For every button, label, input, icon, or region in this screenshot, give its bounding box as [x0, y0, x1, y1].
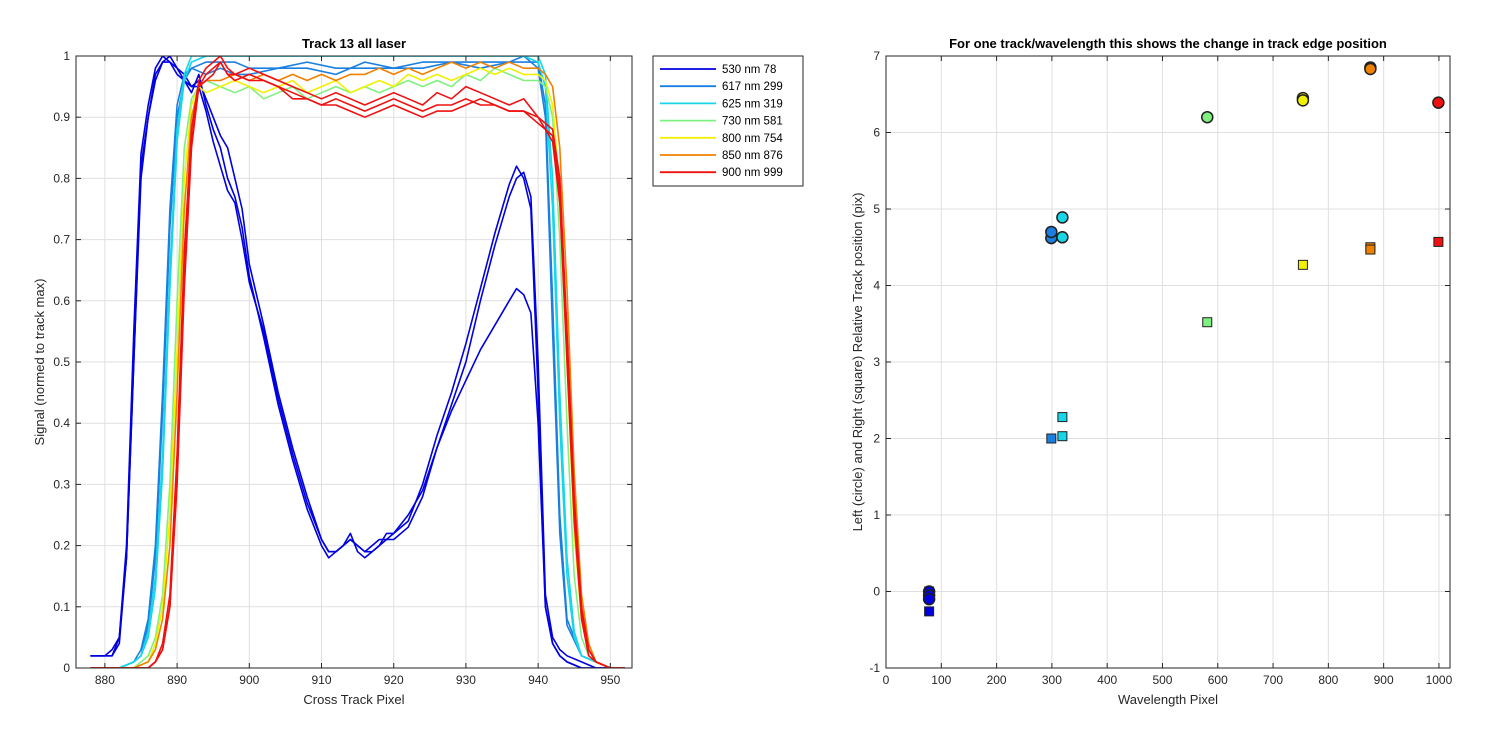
x-tick-label: 300	[1042, 673, 1062, 687]
x-tick-label: 950	[600, 673, 620, 687]
left-edge-circle-marker	[1201, 110, 1214, 124]
y-tick-label: 0	[873, 585, 880, 599]
left-edge-circle-marker	[1056, 231, 1069, 244]
x-tick-label: 100	[931, 673, 951, 687]
y-tick-label: 0.2	[53, 539, 70, 553]
edge-position-chart: 0 100 200 300 400 500 600 700 800 900 1000-1012345…	[850, 36, 1453, 707]
right-edge-square-marker	[1365, 244, 1376, 255]
y-tick-label: 0.5	[53, 355, 70, 369]
y-tick-label: 0.8	[53, 171, 70, 185]
y-tick-label: 0.3	[53, 477, 70, 491]
series-line	[90, 56, 625, 668]
right-edge-square-marker	[924, 606, 935, 617]
x-tick-label: 880	[95, 673, 115, 687]
x-tick-label: 900	[239, 673, 259, 687]
y-tick-label: 4	[873, 279, 880, 293]
series-line	[90, 56, 625, 668]
legend-label: 900 nm 999	[722, 167, 783, 179]
series-line	[90, 61, 625, 668]
left-edge-circle-marker	[1364, 62, 1377, 76]
right-edge-square-marker	[1057, 431, 1068, 442]
x-tick-label: 1000	[1426, 673, 1453, 687]
signal-profile-chart: 880 890 900 910 920 930 940 950 0 0.1 0.2 0.3 0.4 0.5…	[32, 36, 804, 707]
x-axis-label: Wavelength Pixel	[1118, 692, 1218, 707]
legend-label: 800 nm 754	[722, 133, 783, 145]
legend-label: 625 nm 319	[722, 98, 783, 110]
left-edge-circle-marker	[1296, 94, 1310, 107]
y-tick-label: -1	[869, 661, 880, 675]
y-tick-label: 0.7	[53, 233, 70, 247]
legend-label: 850 nm 876	[722, 150, 783, 162]
y-tick-label: 0.9	[53, 110, 70, 124]
y-axis-label: Left (circle) and Right (square) Relativ…	[850, 193, 865, 532]
x-tick-label: 500	[1152, 673, 1172, 687]
legend-label: 530 nm 78	[722, 64, 776, 76]
y-tick-label: 0.6	[53, 294, 70, 308]
x-tick-label: 890	[167, 673, 187, 687]
y-tick-label: 0.4	[53, 416, 70, 430]
right-edge-square-marker	[1202, 317, 1213, 328]
x-tick-label: 910	[311, 673, 331, 687]
markers-group	[922, 61, 1445, 617]
right-edge-square-marker	[1297, 259, 1308, 270]
right-edge-square-marker	[1046, 433, 1057, 444]
legend: 530 nm 78 617 nm 299 625 nm 319 730 nm 581 8…	[652, 55, 804, 187]
series-line	[90, 61, 625, 668]
x-tick-label: 920	[384, 673, 404, 687]
y-tick-label: 2	[873, 432, 880, 446]
y-tick-label: 1	[63, 49, 70, 63]
x-tick-label: 900	[1374, 673, 1394, 687]
series-line	[90, 67, 625, 668]
y-tick-label: 7	[873, 49, 880, 63]
x-tick-label: 700	[1263, 673, 1283, 687]
y-tick-label: 5	[873, 202, 880, 216]
x-tick-label: 800	[1318, 673, 1338, 687]
right-edge-square-marker	[1057, 412, 1068, 423]
left-edge-circle-marker	[1056, 211, 1069, 224]
series-line	[90, 61, 625, 668]
x-tick-label: 400	[1097, 673, 1117, 687]
series-group	[90, 56, 625, 668]
series-line	[90, 56, 625, 668]
x-tick-label: 940	[528, 673, 548, 687]
right-edge-square-marker	[1433, 236, 1444, 247]
x-tick-label: 0	[883, 673, 890, 687]
x-tick-label: 930	[456, 673, 476, 687]
y-tick-label: 6	[873, 126, 880, 140]
y-tick-label: 3	[873, 355, 880, 369]
y-tick-label: 1	[873, 508, 880, 522]
x-tick-label: 600	[1208, 673, 1228, 687]
series-line	[90, 56, 625, 668]
left-edge-circle-marker	[922, 592, 936, 606]
chart-title: Track 13 all laser	[302, 36, 406, 51]
y-tick-label: 0.1	[53, 600, 70, 614]
grid	[885, 55, 1450, 669]
left-edge-circle-marker	[1432, 96, 1445, 109]
ticks: 880 890 900 910 920 930 940 950 0 0.1 0.2 0.3 0.4 0.5…	[53, 49, 632, 687]
y-tick-label: 0	[63, 661, 70, 675]
legend-label: 730 nm 581	[722, 116, 783, 128]
chart-title: For one track/wavelength this shows the …	[949, 36, 1387, 51]
y-axis-label: Signal (normed to track max)	[32, 279, 47, 446]
x-tick-label: 200	[987, 673, 1007, 687]
left-edge-circle-marker	[1045, 225, 1058, 239]
legend-label: 617 nm 299	[722, 81, 783, 93]
x-axis-label: Cross Track Pixel	[303, 692, 404, 707]
ticks: 0 100 200 300 400 500 600 700 800 900 1000-1012345…	[869, 49, 1452, 687]
